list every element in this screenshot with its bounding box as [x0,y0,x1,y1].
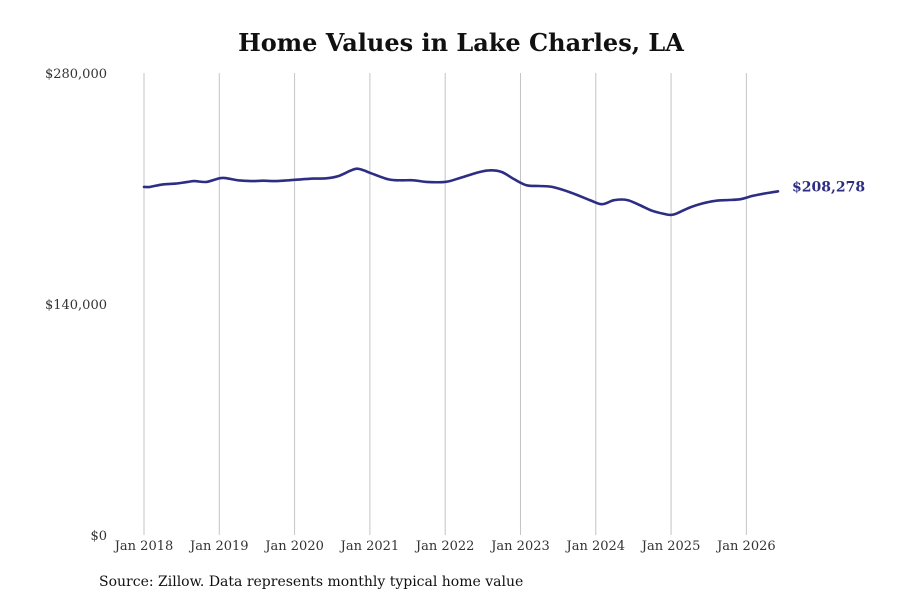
x-tick-label-2020: Jan 2020 [263,539,324,554]
y-axis: $0 $140,000 $280,000 [45,67,107,544]
x-tick-label-2025: Jan 2025 [640,539,701,554]
source-note: Source: Zillow. Data represents monthly … [99,574,524,590]
x-tick-label-2024: Jan 2024 [565,539,626,554]
chart-title: Home Values in Lake Charles, LA [238,28,684,57]
x-tick-label-2019: Jan 2019 [188,539,249,554]
x-tick-label-2021: Jan 2021 [339,539,400,554]
x-axis: Jan 2018 Jan 2019 Jan 2020 Jan 2021 Jan 2022… [113,539,776,554]
y-tick-label: $280,000 [45,67,107,82]
series-line-0 [142,167,780,217]
x-tick-label-2022: Jan 2022 [414,539,475,554]
y-tick-label: $0 [90,529,107,544]
y-tick-label: $140,000 [45,298,107,313]
end-value-label: $208,278 [792,179,865,195]
series [142,167,780,217]
x-tick-label-2026: Jan 2026 [715,539,776,554]
gridlines [143,73,747,535]
end-label-layer: $208,278 [792,179,865,195]
x-tick-label-2018: Jan 2018 [113,539,174,554]
x-tick-label-2023: Jan 2023 [489,539,550,554]
